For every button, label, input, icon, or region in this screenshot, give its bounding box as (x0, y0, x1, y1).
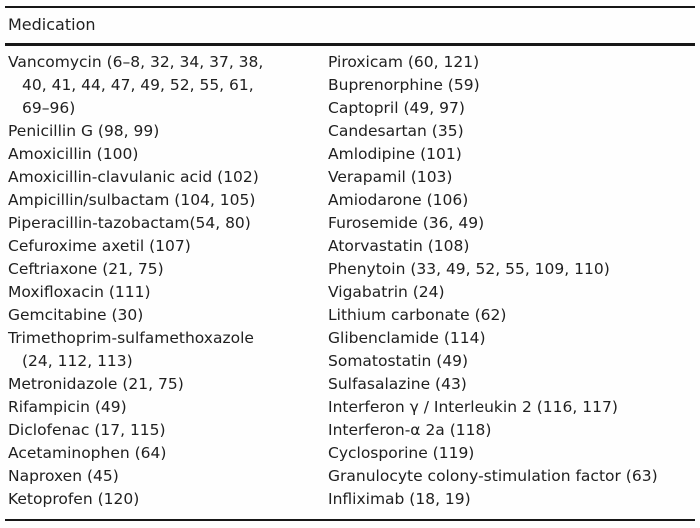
table-line: Trimethoprim-sulfamethoxazole (8, 329, 254, 347)
table-line: Atorvastatin (108) (328, 237, 470, 255)
table-line: Furosemide (36, 49) (328, 214, 485, 232)
table-line: Amlodipine (101) (328, 145, 462, 163)
table-line: Interferon γ / Interleukin 2 (116, 117) (328, 398, 618, 416)
table-line: Amoxicillin (100) (8, 145, 139, 163)
table-line: Vancomycin (6–8, 32, 34, 37, 38, (8, 53, 264, 71)
table-line: Ampicillin/sulbactam (104, 105) (8, 191, 256, 209)
table-line: Rifampicin (49) (8, 398, 127, 416)
table-line: Lithium carbonate (62) (328, 306, 507, 324)
table-line: Sulfasalazine (43) (328, 375, 467, 393)
medication-column-right: Piroxicam (60, 121) Buprenorphine (59) Cap… (328, 51, 698, 511)
table-line: Vigabatrin (24) (328, 283, 445, 301)
table-line: Interferon-α 2a (118) (328, 421, 492, 439)
table-header: Medication (8, 15, 96, 34)
table-line: 40, 41, 44, 47, 49, 52, 55, 61, (22, 76, 254, 94)
table-line: Gemcitabine (30) (8, 306, 144, 324)
table-line: Candesartan (35) (328, 122, 464, 140)
table-line: Phenytoin (33, 49, 52, 55, 109, 110) (328, 260, 610, 278)
table-line: Diclofenac (17, 115) (8, 421, 166, 439)
table-line: Piperacillin-tazobactam(54, 80) (8, 214, 251, 232)
table-line: Granulocyte colony-stimulation factor (6… (328, 467, 658, 485)
table-line: (24, 112, 113) (22, 352, 133, 370)
table-line: Glibenclamide (114) (328, 329, 486, 347)
bottom-rule (5, 519, 695, 521)
table-line: Amiodarone (106) (328, 191, 469, 209)
table-line: Acetaminophen (64) (8, 444, 167, 462)
table-line: Infliximab (18, 19) (328, 490, 471, 508)
table-line: Amoxicillin-clavulanic acid (102) (8, 168, 259, 186)
table-line: Somatostatin (49) (328, 352, 469, 370)
table-line: Naproxen (45) (8, 467, 119, 485)
table-line: Moxifloxacin (111) (8, 283, 151, 301)
table-line: 69–96) (22, 99, 76, 117)
table-line: Piroxicam (60, 121) (328, 53, 480, 71)
table-line: Cefuroxime axetil (107) (8, 237, 191, 255)
table-line: Ceftriaxone (21, 75) (8, 260, 164, 278)
table-line: Verapamil (103) (328, 168, 453, 186)
table-line: Captopril (49, 97) (328, 99, 465, 117)
top-rule (5, 6, 695, 8)
table-line: Metronidazole (21, 75) (8, 375, 184, 393)
table-line: Ketoprofen (120) (8, 490, 140, 508)
table-line: Buprenorphine (59) (328, 76, 480, 94)
medication-column-left: Vancomycin (6–8, 32, 34, 37, 38, 40, 41, … (8, 51, 326, 511)
table-line: Cyclosporine (119) (328, 444, 475, 462)
header-rule (5, 43, 695, 46)
table-line: Penicillin G (98, 99) (8, 122, 160, 140)
